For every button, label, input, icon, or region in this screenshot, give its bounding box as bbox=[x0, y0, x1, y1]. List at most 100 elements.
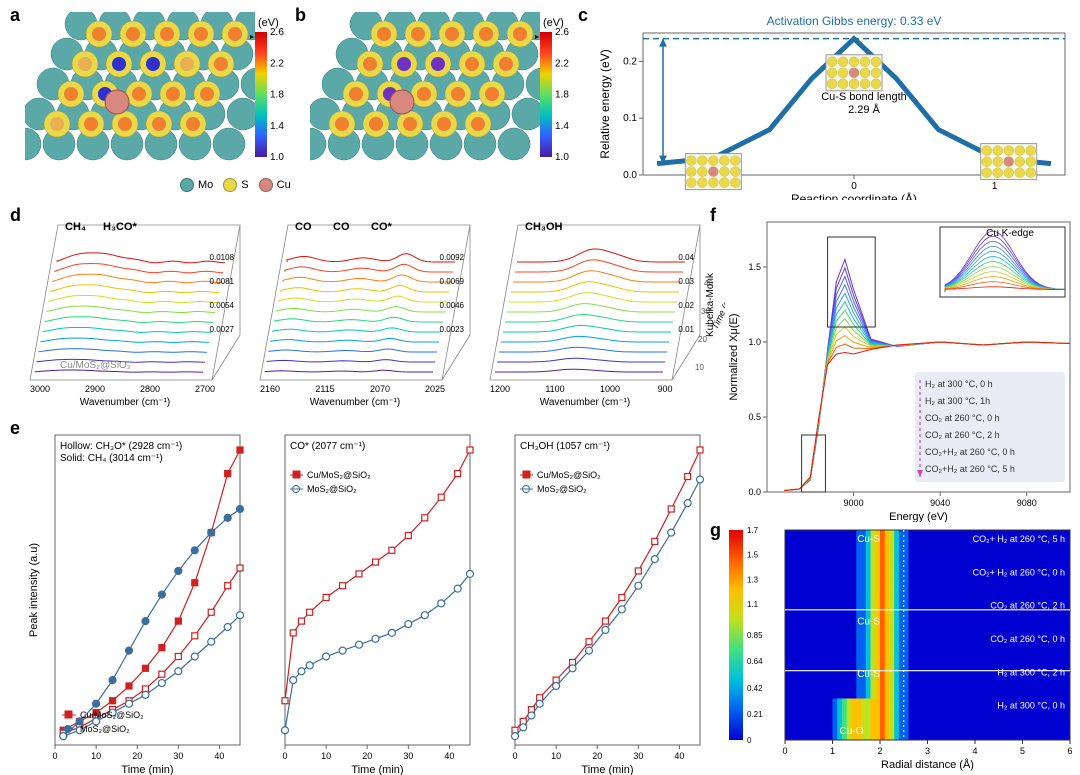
svg-text:0.1: 0.1 bbox=[623, 113, 637, 124]
svg-text:0: 0 bbox=[851, 181, 857, 192]
svg-text:0.21: 0.21 bbox=[747, 710, 763, 719]
svg-text:Wavenumber (cm⁻¹): Wavenumber (cm⁻¹) bbox=[540, 397, 630, 408]
svg-text:0.0023: 0.0023 bbox=[440, 325, 465, 334]
svg-text:6: 6 bbox=[1067, 746, 1072, 756]
svg-text:2.2: 2.2 bbox=[270, 58, 284, 69]
svg-text:H₃CO*: H₃CO* bbox=[103, 221, 138, 233]
svg-text:1200: 1200 bbox=[490, 384, 510, 394]
svg-text:Cu/MoS₂@SiO₂: Cu/MoS₂@SiO₂ bbox=[537, 470, 601, 480]
svg-text:Radial distance (Å): Radial distance (Å) bbox=[881, 758, 974, 771]
svg-text:9080: 9080 bbox=[1017, 498, 1037, 508]
svg-text:1000: 1000 bbox=[600, 384, 620, 394]
svg-text:H₂ at 300 °C, 1h: H₂ at 300 °C, 1h bbox=[925, 396, 990, 406]
svg-text:Cu-S: Cu-S bbox=[857, 669, 880, 680]
svg-text:Energy (eV): Energy (eV) bbox=[889, 511, 948, 522]
panel-d-label: d bbox=[10, 205, 21, 226]
svg-text:0: 0 bbox=[282, 751, 287, 761]
svg-text:Cu K-edge: Cu K-edge bbox=[986, 228, 1034, 239]
xanes: 9000904090800.00.51.01.5Energy (eV)Norma… bbox=[725, 212, 1080, 522]
colorbar-b: (eV)1.01.41.82.22.6 bbox=[535, 12, 580, 172]
svg-text:20: 20 bbox=[592, 751, 602, 761]
svg-text:Hollow: CH₃O* (2928 cm⁻¹): Hollow: CH₃O* (2928 cm⁻¹) bbox=[60, 441, 182, 452]
svg-text:Cu/MoS₂@SiO₂: Cu/MoS₂@SiO₂ bbox=[60, 360, 131, 371]
svg-text:40: 40 bbox=[214, 751, 224, 761]
svg-text:Cu-S: Cu-S bbox=[857, 534, 880, 545]
colorbar-a: (eV)1.01.41.82.22.6 bbox=[250, 12, 295, 172]
svg-text:MoS₂@SiO₂: MoS₂@SiO₂ bbox=[307, 484, 357, 494]
svg-text:Time (min): Time (min) bbox=[351, 764, 403, 775]
svg-text:2: 2 bbox=[877, 746, 882, 756]
svg-text:0.5: 0.5 bbox=[748, 412, 761, 422]
svg-text:0.0092: 0.0092 bbox=[440, 253, 465, 262]
svg-text:Time (min): Time (min) bbox=[121, 764, 173, 775]
svg-text:2700: 2700 bbox=[195, 384, 215, 394]
legend-cu: Cu bbox=[277, 179, 291, 191]
svg-text:CO: CO bbox=[333, 221, 350, 233]
svg-text:CO* (2077 cm⁻¹): CO* (2077 cm⁻¹) bbox=[290, 441, 365, 452]
svg-text:30: 30 bbox=[403, 751, 413, 761]
svg-text:0.0027: 0.0027 bbox=[210, 325, 235, 334]
svg-text:40: 40 bbox=[674, 751, 684, 761]
svg-text:CH₃OH (1057 cm⁻¹): CH₃OH (1057 cm⁻¹) bbox=[520, 441, 610, 452]
lattice-b bbox=[310, 12, 540, 172]
svg-text:2900: 2900 bbox=[85, 384, 105, 394]
panel-b-label: b bbox=[295, 5, 306, 26]
legend-mo: Mo bbox=[198, 179, 213, 191]
svg-text:0.03: 0.03 bbox=[678, 277, 694, 286]
svg-text:CO₂+H₂ at 260 °C, 5 h: CO₂+H₂ at 260 °C, 5 h bbox=[925, 464, 1015, 474]
svg-text:0.0081: 0.0081 bbox=[210, 277, 235, 286]
intensity-time: Hollow: CH₃O* (2928 cm⁻¹)Solid: CH₄ (301… bbox=[25, 425, 725, 775]
svg-text:1.3: 1.3 bbox=[747, 575, 759, 584]
svg-text:0.85: 0.85 bbox=[747, 631, 763, 640]
svg-text:0: 0 bbox=[52, 751, 57, 761]
svg-text:CH₄: CH₄ bbox=[65, 221, 86, 233]
svg-text:CH₃OH: CH₃OH bbox=[525, 221, 563, 233]
svg-text:Normalized Xμ(E): Normalized Xμ(E) bbox=[728, 313, 740, 400]
svg-text:0.0046: 0.0046 bbox=[440, 301, 465, 310]
svg-text:0: 0 bbox=[782, 746, 787, 756]
svg-text:H₂ at 300 °C, 0 h: H₂ at 300 °C, 0 h bbox=[997, 701, 1065, 711]
svg-text:2115: 2115 bbox=[315, 384, 334, 394]
svg-text:10: 10 bbox=[321, 751, 331, 761]
svg-text:30: 30 bbox=[173, 751, 183, 761]
svg-text:1.0: 1.0 bbox=[555, 152, 569, 163]
svg-text:1.7: 1.7 bbox=[747, 526, 759, 535]
svg-text:2070: 2070 bbox=[370, 384, 390, 394]
svg-text:1.5: 1.5 bbox=[748, 262, 761, 272]
svg-text:0.04: 0.04 bbox=[678, 253, 694, 262]
svg-text:40: 40 bbox=[704, 279, 713, 288]
svg-text:CO*: CO* bbox=[371, 221, 393, 233]
lattice-a bbox=[25, 12, 255, 172]
svg-text:1.5: 1.5 bbox=[747, 551, 759, 560]
svg-text:1.8: 1.8 bbox=[270, 90, 284, 101]
svg-text:2.2: 2.2 bbox=[555, 58, 569, 69]
svg-text:1100: 1100 bbox=[545, 384, 564, 394]
svg-text:1.1: 1.1 bbox=[747, 600, 759, 609]
legend-s: S bbox=[241, 179, 248, 191]
svg-text:2025: 2025 bbox=[425, 384, 445, 394]
svg-text:0.0: 0.0 bbox=[623, 170, 637, 181]
svg-text:1.0: 1.0 bbox=[270, 152, 284, 163]
svg-text:0: 0 bbox=[512, 751, 517, 761]
svg-text:Cu-O: Cu-O bbox=[840, 726, 864, 737]
svg-text:40: 40 bbox=[444, 751, 454, 761]
svg-text:5: 5 bbox=[1020, 746, 1025, 756]
svg-text:1: 1 bbox=[830, 746, 835, 756]
svg-text:2160: 2160 bbox=[260, 384, 280, 394]
svg-text:30: 30 bbox=[633, 751, 643, 761]
svg-text:0.01: 0.01 bbox=[678, 325, 694, 334]
svg-text:Cu-S: Cu-S bbox=[857, 617, 880, 628]
svg-text:H₂ at 300 °C, 2 h: H₂ at 300 °C, 2 h bbox=[997, 667, 1065, 677]
svg-text:Cu/MoS₂@SiO₂: Cu/MoS₂@SiO₂ bbox=[80, 710, 144, 720]
panel-e-label: e bbox=[10, 418, 20, 439]
svg-text:Cu-S bond length: Cu-S bond length bbox=[821, 91, 907, 103]
svg-text:0.0: 0.0 bbox=[748, 487, 761, 497]
atom-legend: Mo S Cu bbox=[180, 178, 301, 192]
svg-text:20: 20 bbox=[362, 751, 372, 761]
svg-text:H₂ at 300 °C, 0 h: H₂ at 300 °C, 0 h bbox=[925, 379, 993, 389]
svg-text:0.64: 0.64 bbox=[747, 657, 763, 666]
svg-text:4: 4 bbox=[972, 746, 977, 756]
svg-text:MoS₂@SiO₂: MoS₂@SiO₂ bbox=[80, 724, 130, 734]
svg-text:CO: CO bbox=[295, 221, 312, 233]
svg-text:2800: 2800 bbox=[140, 384, 160, 394]
